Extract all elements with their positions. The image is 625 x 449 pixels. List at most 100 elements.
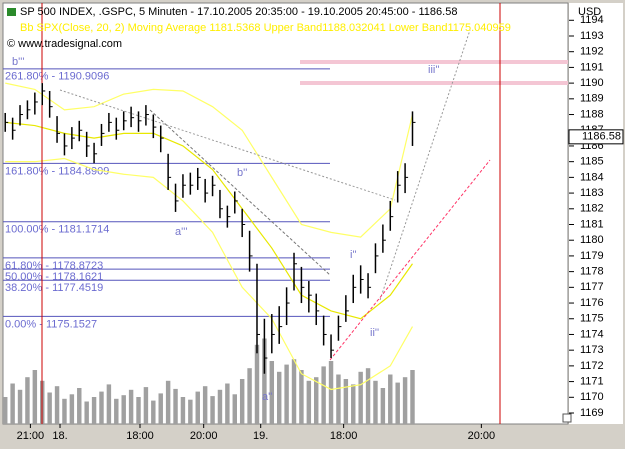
volume-bar xyxy=(106,384,112,424)
volume-bar xyxy=(306,380,312,424)
volume-bar xyxy=(54,386,60,424)
y-tick-label: 1184 xyxy=(580,171,604,183)
y-tick-label: 1193 xyxy=(580,30,604,42)
wave-label: a''' xyxy=(175,226,187,238)
band-line xyxy=(5,121,413,320)
wave-label: b'' xyxy=(237,167,247,179)
wave-label: i'' xyxy=(350,249,357,261)
volume-bar xyxy=(17,389,23,424)
x-tick-label: 21:00 xyxy=(17,430,45,442)
volume-bar xyxy=(62,398,67,424)
y-unit: USD xyxy=(578,6,601,18)
x-tick-label: 18:00 xyxy=(126,430,154,442)
volume-bar xyxy=(410,370,415,424)
y-tick-label: 1171 xyxy=(580,375,604,387)
volume-bar xyxy=(388,374,393,424)
trend-line xyxy=(149,109,331,276)
volume-bar xyxy=(314,377,319,424)
x-tick-label: 20:00 xyxy=(190,430,218,442)
y-tick-label: 1170 xyxy=(580,391,604,403)
y-tick-label: 1180 xyxy=(580,234,604,246)
y-tick-label: 1182 xyxy=(580,203,604,215)
volume-bar xyxy=(77,388,82,424)
volume-bar xyxy=(217,389,223,424)
volume-bar xyxy=(291,359,297,424)
volume-bar xyxy=(343,379,349,424)
band-line xyxy=(5,82,414,238)
volume-bar xyxy=(380,388,386,424)
x-tick-label: 18. xyxy=(52,430,67,442)
fib-label: 261.80% - 1190.9096 xyxy=(5,71,109,83)
plot-area xyxy=(2,2,569,425)
volume-bar xyxy=(47,392,52,424)
icon xyxy=(7,8,16,16)
y-tick-label: 1190 xyxy=(580,77,604,89)
price-box xyxy=(568,129,624,145)
volume xyxy=(3,338,415,424)
y-tick-label: 1189 xyxy=(580,93,604,105)
volume-bar xyxy=(91,397,97,424)
band-line xyxy=(5,157,414,391)
volume-bar xyxy=(276,371,282,424)
y-axis: 1169 1170 1171 1172 1173 1174 1175 1176 1177 1178… xyxy=(568,14,624,419)
volume-bar xyxy=(114,398,119,424)
axis-area xyxy=(569,3,623,424)
volume-bar xyxy=(269,361,275,424)
y-tick-label: 1188 xyxy=(580,108,604,120)
y-tick-label: 1183 xyxy=(580,187,604,199)
fib-label: 161.80% - 1184.8909 xyxy=(5,165,109,177)
volume-bar xyxy=(10,383,15,424)
x-axis: 21:00 18. 18:00 20:00 19. 18:00 20:00 xyxy=(17,424,495,442)
trend-line xyxy=(379,29,471,301)
volume-bar xyxy=(32,370,38,424)
volume-bar xyxy=(402,377,408,424)
y-tick-label: 1192 xyxy=(580,46,604,58)
wave-label: ii'' xyxy=(370,327,379,339)
volume-bar xyxy=(69,394,75,424)
volume-bar xyxy=(239,379,245,424)
volume-bar xyxy=(299,370,304,424)
volume-bar xyxy=(173,388,178,424)
y-tick-label: 1194 xyxy=(580,14,604,26)
volume-bar xyxy=(121,395,126,424)
volume-bar xyxy=(143,387,149,424)
volume-bar xyxy=(321,366,326,424)
y-tick-label: 1177 xyxy=(580,281,604,293)
x-tick-label: 20:00 xyxy=(468,430,496,442)
fib-levels: 261.80% - 1190.9096 161.80% - 1184.8909 10… xyxy=(3,68,330,330)
volume-bar xyxy=(365,368,371,424)
volume-bar xyxy=(99,391,104,424)
y-tick-label: 1181 xyxy=(580,218,604,230)
volume-bar xyxy=(210,396,215,424)
trend-line xyxy=(329,159,491,361)
volume-bar xyxy=(395,382,400,424)
y-tick-label: 1175 xyxy=(580,313,604,325)
volume-bar xyxy=(84,401,89,424)
volume-bar xyxy=(358,371,363,424)
price-label: 1186.58 xyxy=(582,131,621,143)
volume-bar xyxy=(158,393,163,424)
volume-bar xyxy=(202,386,208,424)
y-tick-label: 1172 xyxy=(580,360,604,372)
wave-label: b''' xyxy=(12,56,24,68)
y-tick-label: 1185 xyxy=(580,156,604,168)
volume-bar xyxy=(336,374,341,424)
annotations: b''' iii'' b'' a''' i'' ii'' a'' xyxy=(12,56,440,403)
y-tick-label: 1173 xyxy=(580,344,604,356)
volume-bar xyxy=(188,399,193,424)
volume-bar xyxy=(225,383,230,424)
wave-label: a'' xyxy=(262,391,272,403)
volume-bar xyxy=(284,364,289,424)
price-bars xyxy=(4,83,416,374)
fib-label: 0.00% - 1175.1527 xyxy=(5,318,97,330)
volume-bar xyxy=(25,377,30,424)
volume-bar xyxy=(195,391,200,424)
volume-bar xyxy=(351,384,356,424)
volume-bar xyxy=(247,368,252,424)
fib-label: 100.00% - 1181.1714 xyxy=(5,224,109,236)
y-tick-label: 1176 xyxy=(580,297,604,309)
volume-bar xyxy=(136,397,141,424)
wave-label: iii'' xyxy=(428,64,440,76)
